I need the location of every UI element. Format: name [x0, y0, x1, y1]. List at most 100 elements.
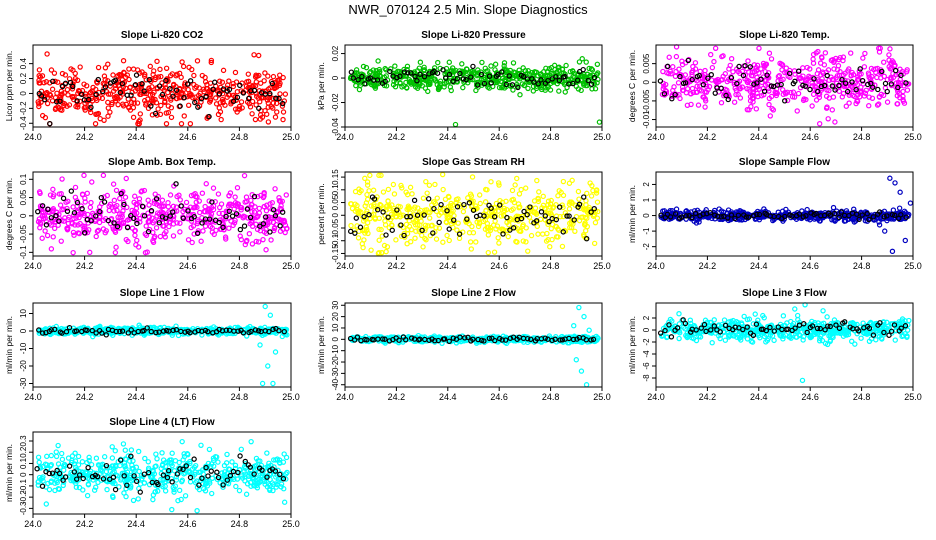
data-point	[858, 84, 864, 90]
data-point	[198, 238, 204, 244]
data-point	[106, 207, 112, 214]
data-point	[745, 78, 752, 84]
reference-point	[506, 73, 512, 79]
data-point	[514, 175, 520, 182]
reference-point	[412, 73, 418, 80]
data-point	[77, 64, 83, 70]
data-point	[375, 58, 381, 64]
reference-point	[62, 80, 69, 87]
data-point	[451, 79, 457, 85]
data-point	[52, 78, 58, 85]
reference-point	[273, 95, 279, 101]
reference-point	[475, 82, 481, 88]
data-point	[846, 66, 852, 72]
data-point	[809, 103, 815, 109]
data-point	[677, 95, 683, 102]
data-point	[511, 72, 518, 79]
data-point	[576, 196, 582, 202]
data-point	[589, 67, 596, 73]
data-point	[408, 81, 415, 87]
data-point	[505, 233, 511, 240]
data-point	[784, 97, 791, 104]
data-point	[690, 68, 696, 74]
data-point	[538, 86, 545, 93]
data-point	[528, 232, 535, 239]
data-point	[595, 70, 601, 76]
data-point	[866, 72, 872, 78]
data-point	[110, 181, 117, 187]
reference-point	[128, 92, 134, 98]
data-point	[730, 69, 736, 75]
main-title: NWR_070124 2.5 Min. Slope Diagnostics	[348, 2, 588, 17]
data-point	[120, 103, 127, 109]
data-point	[675, 80, 682, 86]
y-axis-label: percent per min.	[316, 183, 326, 244]
data-point	[249, 98, 256, 105]
outlier-point	[576, 304, 582, 311]
data-point	[578, 73, 584, 80]
data-point	[478, 69, 484, 75]
data-point	[182, 84, 188, 90]
reference-point	[531, 79, 537, 85]
data-point	[751, 62, 758, 68]
data-point	[96, 94, 102, 101]
outlier-point	[882, 228, 888, 234]
x-tick-label: 24.4	[750, 261, 768, 271]
panel-title: Slope Sample Flow	[739, 157, 830, 168]
data-point	[818, 85, 825, 92]
x-tick-label: 24.4	[127, 261, 145, 271]
outlier-point	[272, 349, 279, 355]
x-tick-label: 25.0	[282, 132, 300, 142]
reference-point	[42, 96, 48, 103]
data-point	[149, 91, 156, 98]
panel-title: Slope Li-820 Temp.	[739, 30, 830, 41]
data-point	[49, 86, 56, 92]
reference-point	[251, 87, 258, 94]
data-point	[383, 83, 390, 89]
reference-point	[580, 66, 586, 73]
data-point	[746, 86, 752, 92]
panel-title: Slope Line 3 Flow	[742, 288, 827, 299]
data-point	[556, 88, 562, 94]
reference-point	[68, 188, 75, 194]
reference-point	[463, 76, 469, 83]
reference-point	[184, 81, 191, 87]
data-point	[660, 86, 666, 92]
data-point	[583, 77, 589, 83]
data-point	[437, 78, 444, 84]
data-point	[81, 172, 87, 179]
y-tick-label: 0	[642, 327, 651, 332]
reference-point	[359, 73, 365, 80]
data-point	[366, 70, 373, 76]
data-point	[392, 63, 398, 69]
outlier-point	[257, 342, 263, 348]
data-point	[130, 104, 137, 111]
data-point	[70, 249, 76, 256]
y-axis-label: ml/min per min.	[4, 316, 14, 374]
data-point	[94, 228, 101, 235]
data-point	[761, 62, 767, 69]
data-point	[854, 77, 861, 83]
outlier-point	[357, 82, 364, 89]
reference-point	[216, 91, 223, 97]
data-point	[904, 87, 911, 93]
data-point	[475, 84, 481, 90]
reference-point	[38, 93, 45, 99]
reference-point	[241, 223, 248, 229]
data-point	[452, 67, 459, 74]
x-tick-label: 24.2	[388, 392, 406, 402]
reference-point	[562, 73, 568, 80]
data-point	[718, 100, 725, 106]
data-point	[183, 199, 190, 206]
data-point	[830, 204, 837, 211]
data-point	[905, 81, 912, 87]
data-point	[101, 73, 108, 79]
data-point	[831, 66, 837, 72]
data-point	[244, 79, 250, 85]
reference-point	[408, 70, 414, 76]
data-point	[48, 67, 55, 73]
y-tick-label: 0	[19, 328, 28, 333]
outlier-point	[439, 171, 446, 178]
y-axis-label: Licor ppm per min.	[4, 51, 14, 121]
data-point	[155, 106, 161, 112]
